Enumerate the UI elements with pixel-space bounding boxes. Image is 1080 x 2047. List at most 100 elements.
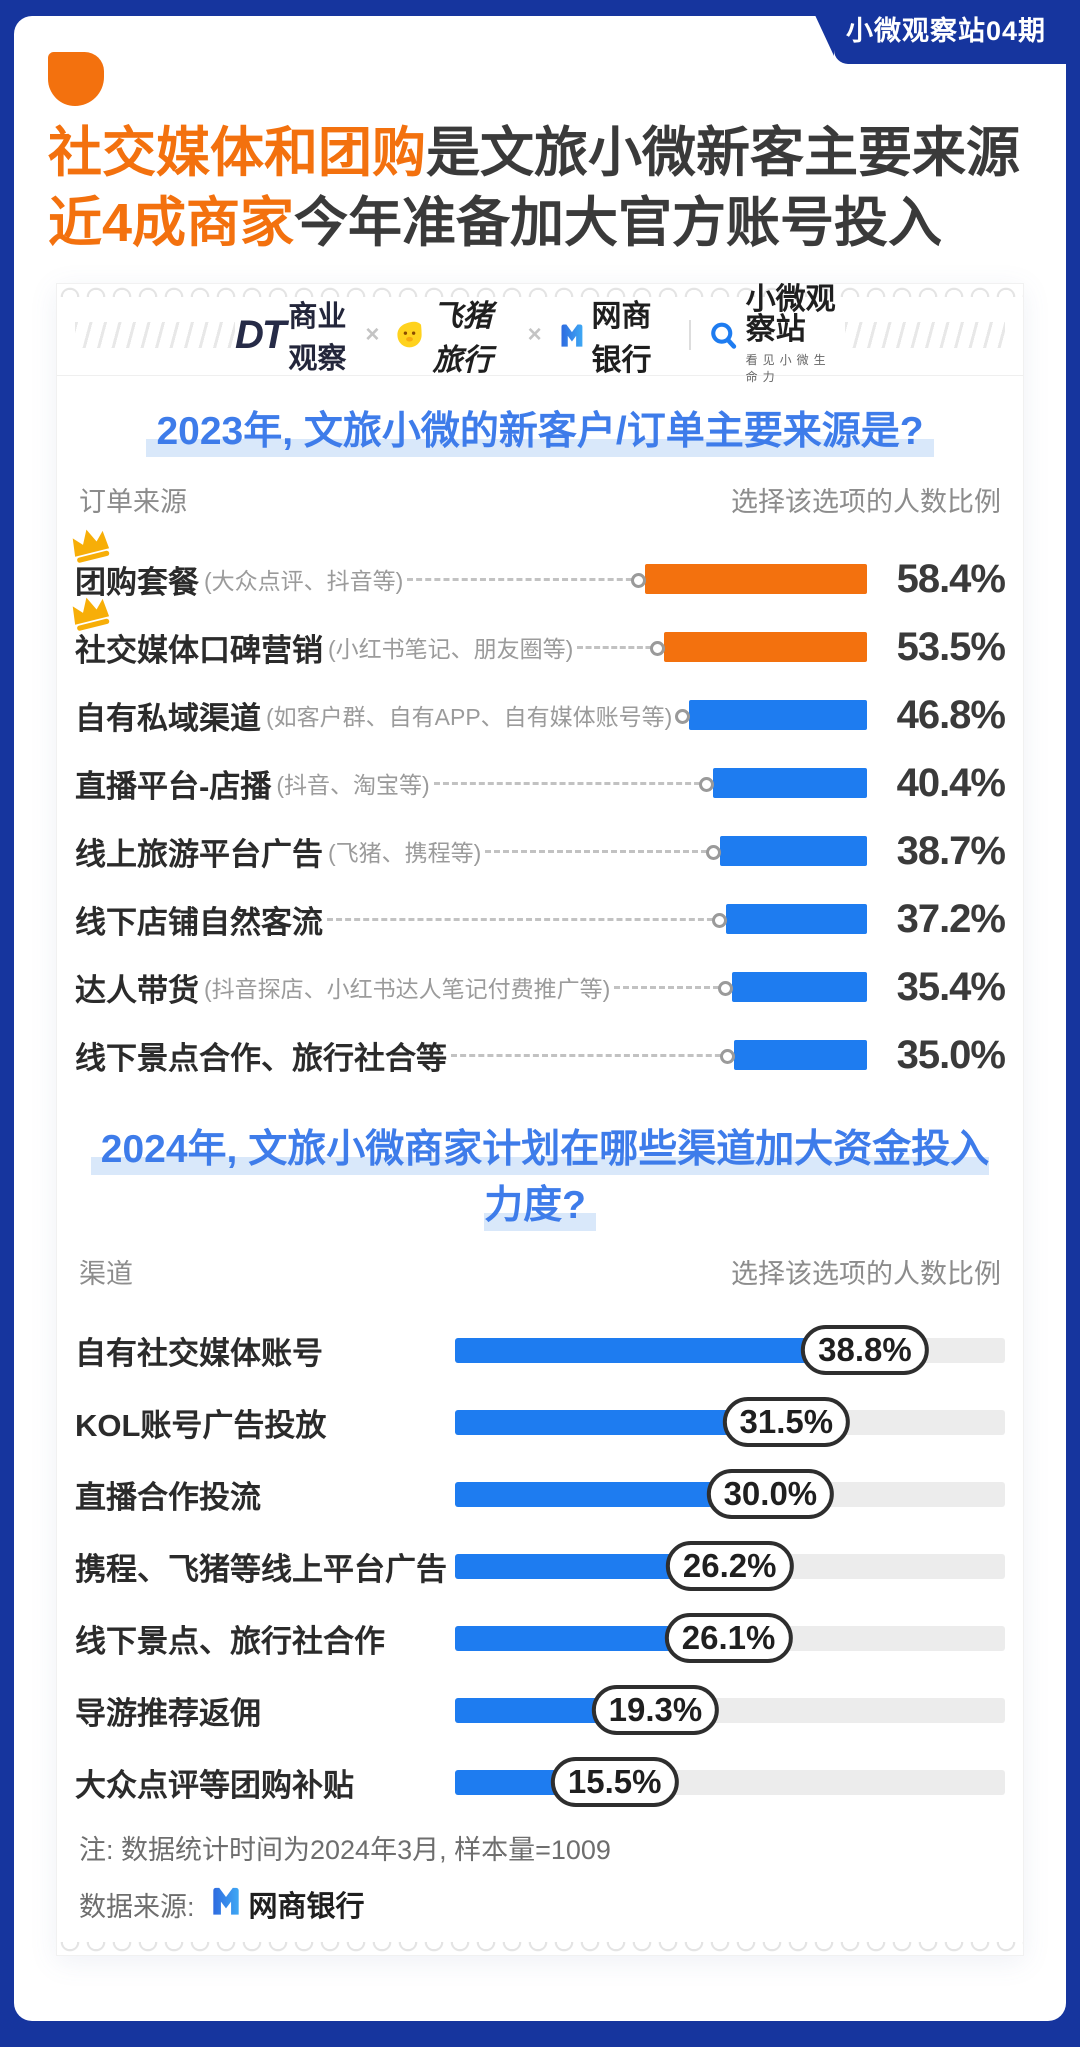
chart2-row-label: KOL账号广告投放	[75, 1407, 327, 1443]
scallop-edge-top	[57, 284, 1023, 298]
chart2-row: 自有社交媒体账号 38.8%	[75, 1325, 1005, 1376]
chart1-value: 58.4%	[896, 556, 1006, 601]
chart1-col-right: 选择该选项的人数比例	[731, 487, 1001, 518]
dt-logo: DT 商业观察	[235, 293, 349, 377]
dt-logo-text: 商业观察	[288, 301, 347, 376]
chart1-value: 35.4%	[896, 964, 1006, 1009]
chart1-row-sublabel: (抖音、淘宝等)	[276, 772, 430, 799]
footnote: 注: 数据统计时间为2024年3月, 样本量=1009	[79, 1835, 611, 1866]
dashed-connector	[327, 912, 727, 928]
chart2-value-pill: 38.8%	[801, 1325, 929, 1376]
hatch-decoration-left	[75, 322, 235, 349]
chart1-row-label: 自有私域渠道	[75, 700, 261, 736]
chart1-row-label: 社交媒体口碑营销	[75, 632, 323, 668]
chart1-bar	[713, 768, 867, 799]
fliggy-logo: 飞猪旅行	[395, 291, 511, 379]
chart2-track: 19.3%	[455, 1685, 1005, 1736]
headline-line1-rest: 是文旅小微新客主要来源	[426, 123, 1020, 183]
chart2-track: 30.0%	[455, 1469, 1005, 1520]
chart1-bar	[726, 904, 867, 935]
chart1-row-label: 团购套餐	[75, 564, 199, 600]
headline-line2-highlight: 近4成商家	[48, 193, 295, 254]
chart2-value-pill: 30.0%	[706, 1469, 835, 1520]
magnifier-icon	[710, 322, 736, 350]
chart1-bar	[664, 632, 867, 663]
dashed-connector	[675, 708, 690, 724]
chart2-row-label: 自有社交媒体账号	[75, 1335, 323, 1371]
chart2-track: 26.2%	[455, 1541, 1005, 1592]
headline-line1-highlight: 社交媒体和团购	[48, 123, 426, 183]
chart2-col-right: 选择该选项的人数比例	[731, 1259, 1001, 1290]
dashed-connector	[451, 1048, 735, 1064]
dashed-connector	[577, 640, 665, 656]
fliggy-pig-icon	[397, 322, 423, 348]
chart1-row-label: 线下店铺自然客流	[75, 904, 323, 940]
chart1-row-sublabel: (小红书笔记、朋友圈等)	[328, 636, 574, 663]
chart2-value-pill: 15.5%	[550, 1757, 679, 1808]
issue-badge: 小微观察站04期	[807, 0, 1066, 64]
chart2-row-label: 大众点评等团购补贴	[75, 1767, 354, 1803]
chart1-bar	[645, 564, 867, 595]
chart1-row-label: 线下景点合作、旅行社合等	[75, 1040, 447, 1076]
chart1-value: 46.8%	[896, 692, 1006, 737]
fliggy-logo-text: 飞猪旅行	[432, 300, 493, 378]
chart1-row: 线下店铺自然客流 37.2%	[75, 896, 1006, 941]
chart2-rows: 自有社交媒体账号 38.8% KOL账号广告投放 31.5% 直播合作投流 30.0% 携程…	[75, 1325, 1005, 1808]
station-logo: 小微观察站 看见小微生命力	[709, 285, 845, 385]
logo-row: DT 商业观察 × 飞猪旅行 ×	[75, 285, 1005, 384]
chart2-row: 大众点评等团购补贴 15.5%	[75, 1757, 1005, 1808]
divider	[57, 375, 1023, 377]
chart2-value-pill: 26.2%	[665, 1541, 794, 1592]
chart1-bar	[689, 700, 867, 731]
chart1-column-headers: 订单来源 选择该选项的人数比例	[75, 486, 1005, 518]
chart2-row: 携程、飞猪等线上平台广告 26.2%	[75, 1541, 1005, 1592]
data-source-row: 数据来源: 网商银行	[75, 1884, 1005, 1924]
chart1-row: 社交媒体口碑营销 (小红书笔记、朋友圈等) 53.5%	[72, 597, 1006, 669]
chart1-col-left: 订单来源	[79, 487, 187, 518]
chart1-title: 2023年, 文旅小微的新客户/订单主要来源是?	[75, 404, 1005, 460]
chart2-row: 直播合作投流 30.0%	[75, 1469, 1005, 1520]
chart1-rows: 团购套餐 (大众点评、抖音等) 58.4% 社交媒体口碑营销 (小红书笔记、朋友圈等) 5…	[72, 529, 1006, 1077]
cross-separator: ×	[365, 321, 380, 349]
chart2-track: 38.8%	[455, 1325, 1005, 1376]
chart1-row: 直播平台-店播 (抖音、淘宝等) 40.4%	[75, 761, 1006, 805]
mybank-m-icon	[561, 324, 583, 347]
chart1-row-sublabel: (如客户群、自有APP、自有媒体账号等)	[266, 704, 673, 731]
chart1-value: 38.7%	[896, 828, 1006, 873]
chart2-value-pill: 19.3%	[591, 1685, 720, 1736]
cross-separator: ×	[527, 321, 542, 349]
bar-separator	[689, 320, 691, 351]
mybank-logo: 网商银行	[558, 291, 672, 379]
dashed-connector	[485, 844, 721, 860]
chart2-row-label: 线下景点、旅行社合作	[75, 1623, 385, 1659]
dashed-connector	[433, 776, 715, 792]
chart2-value-pill: 26.1%	[664, 1613, 793, 1664]
chart2-row-label: 携程、飞猪等线上平台广告	[75, 1551, 447, 1587]
scallop-edge-bottom	[57, 1942, 1023, 1956]
chart2-row: 线下景点、旅行社合作 26.1%	[75, 1613, 1005, 1664]
chart2-column-headers: 渠道 选择该选项的人数比例	[75, 1258, 1005, 1290]
chart1-row: 线下景点合作、旅行社合等 35.0%	[75, 1033, 1006, 1077]
chart2-title: 2024年, 文旅小微商家计划在哪些渠道加大资金投入力度?	[75, 1122, 1005, 1234]
chart2-row: 导游推荐返佣 19.3%	[75, 1685, 1005, 1736]
chart2-row-label: 导游推荐返佣	[75, 1695, 261, 1731]
chart1-value: 37.2%	[896, 896, 1006, 941]
chart1-row-label: 达人带货	[75, 972, 199, 1008]
chart1-row-sublabel: (抖音探店、小红书达人笔记付费推广等)	[204, 976, 611, 1003]
station-logo-text: 小微观察站 看见小微生命力	[746, 285, 845, 385]
chart1-row: 线上旅游平台广告 (飞猪、携程等) 38.7%	[75, 828, 1006, 873]
source-label: 数据来源:	[79, 1891, 195, 1922]
chart1-title-text: 2023年, 文旅小微的新客户/订单主要来源是?	[146, 410, 934, 458]
chart1-bar	[720, 836, 867, 867]
dt-logo-mark: DT	[235, 312, 286, 357]
chart2-title-text: 2024年, 文旅小微商家计划在哪些渠道加大资金投入力度?	[90, 1128, 990, 1232]
crown-icon	[72, 597, 110, 632]
chart1-row-sublabel: (飞猪、携程等)	[328, 840, 482, 867]
chart2-track: 31.5%	[455, 1397, 1005, 1448]
source-name: 网商银行	[248, 1891, 365, 1924]
chart1-row-label: 线上旅游平台广告	[75, 836, 323, 872]
dashed-connector	[407, 572, 646, 588]
orange-blob-decoration	[48, 52, 104, 106]
chart2-row: KOL账号广告投放 31.5%	[75, 1397, 1005, 1448]
